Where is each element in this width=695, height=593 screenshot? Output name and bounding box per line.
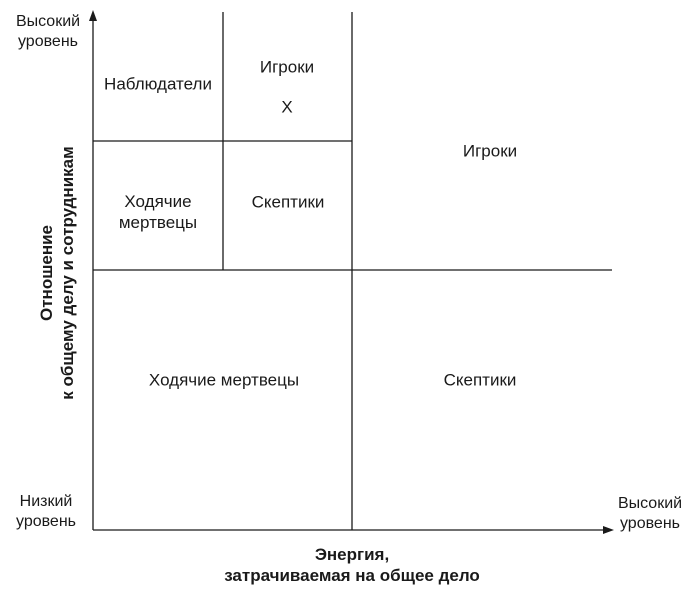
- cell-skeptics-small: Скептики: [251, 192, 325, 212]
- quadrant-walking-dead: Ходячие мертвецы: [148, 370, 300, 390]
- y-axis-title-line2: к общему делу и сотрудникам: [58, 146, 77, 400]
- cell-players-label: Игроки: [259, 57, 315, 77]
- quadrant-players: Игроки: [462, 141, 518, 161]
- y-axis-high-label: Высокий уровень: [16, 12, 80, 52]
- y-axis-arrowhead: [89, 10, 97, 21]
- x-axis-high-label: Высокий уровень: [618, 494, 682, 534]
- y-axis-high-line2: уровень: [17, 33, 78, 50]
- cell-observers: Наблюдатели: [104, 74, 212, 94]
- y-axis-low-line2: уровень: [15, 513, 77, 530]
- y-axis-high-line1: Высокий: [15, 13, 81, 30]
- x-axis-title-line2: затрачиваемая на общее дело: [224, 566, 480, 585]
- cell-walking-dead-line1: Ходячие: [124, 192, 192, 211]
- y-axis-low-label: Низкий уровень: [16, 492, 76, 532]
- cell-walking-dead-small: Ходячие мертвецы: [119, 191, 197, 233]
- x-axis-arrowhead: [603, 526, 614, 534]
- x-axis-title-line1: Энергия,: [314, 545, 390, 564]
- y-axis-title: Отношение к общему делу и сотрудникам: [36, 123, 78, 423]
- x-marker: X: [281, 97, 293, 117]
- x-axis-high-line1: Высокий: [617, 495, 683, 512]
- x-axis-title: Энергия, затрачиваемая на общее дело: [224, 544, 480, 586]
- x-axis-high-line2: уровень: [619, 515, 680, 532]
- y-axis-title-line1: Отношение: [37, 225, 56, 321]
- y-axis-low-line1: Низкий: [19, 493, 73, 510]
- cell-players-x: Игроки X: [260, 57, 314, 118]
- cell-walking-dead-line2: мертвецы: [118, 213, 198, 232]
- quadrant-skeptics: Скептики: [443, 370, 517, 390]
